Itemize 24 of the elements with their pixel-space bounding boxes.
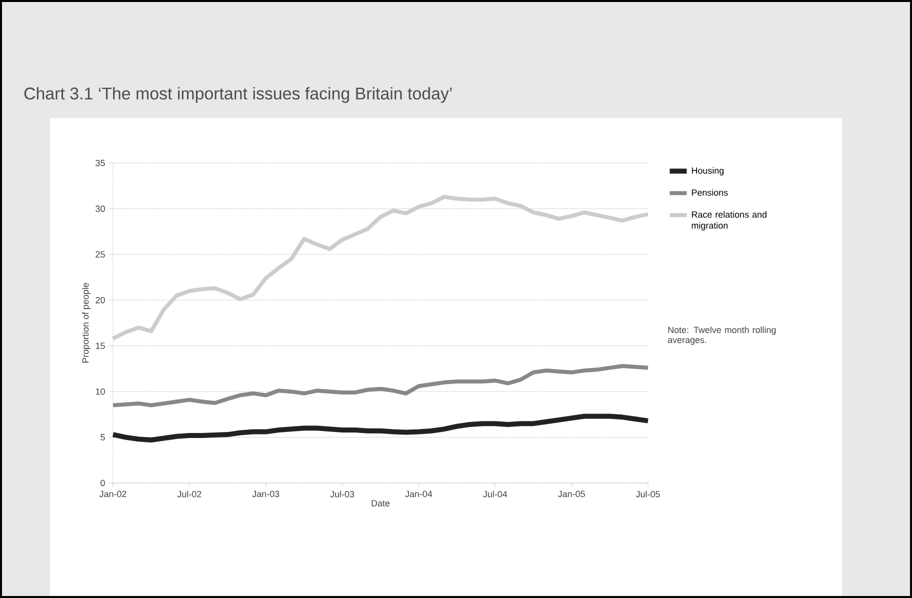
y-tick-label: 15 — [96, 342, 105, 349]
x-tick-label: Jan-02 — [99, 490, 126, 498]
y-tick-label: 5 — [100, 434, 105, 440]
x-tick-label: Jul-03 — [330, 490, 354, 498]
y-tick-label: 25 — [96, 251, 105, 258]
line-series — [111, 194, 650, 341]
y-tick-label: 30 — [96, 206, 105, 212]
y-axis-title: Proportion of people — [82, 283, 90, 363]
x-tick-label: Jan-03 — [252, 490, 280, 498]
x-tick-label: Jan-04 — [405, 490, 432, 498]
x-axis-title: Date — [372, 500, 390, 506]
x-tick-label: Jul-05 — [636, 490, 660, 498]
y-tick-label: 0 — [100, 480, 105, 486]
y-tick-label: 35 — [96, 160, 105, 166]
x-tick-label: Jul-02 — [177, 490, 202, 498]
y-tick-label: 20 — [96, 296, 105, 304]
legend-label: Pensions — [692, 189, 728, 196]
text: Note: Twelve month rolling averages. — [668, 326, 776, 345]
x-tick-label: Jan-05 — [558, 490, 585, 498]
x-tick-label: Jul-04 — [483, 490, 508, 498]
chart-title: Chart 3.1 ‘The most important issues facing Britain today’ — [24, 87, 452, 103]
legend-label: Housing — [692, 167, 724, 176]
y-tick-label: 10 — [96, 388, 105, 395]
legend-label: Race relations and migration — [692, 211, 766, 230]
